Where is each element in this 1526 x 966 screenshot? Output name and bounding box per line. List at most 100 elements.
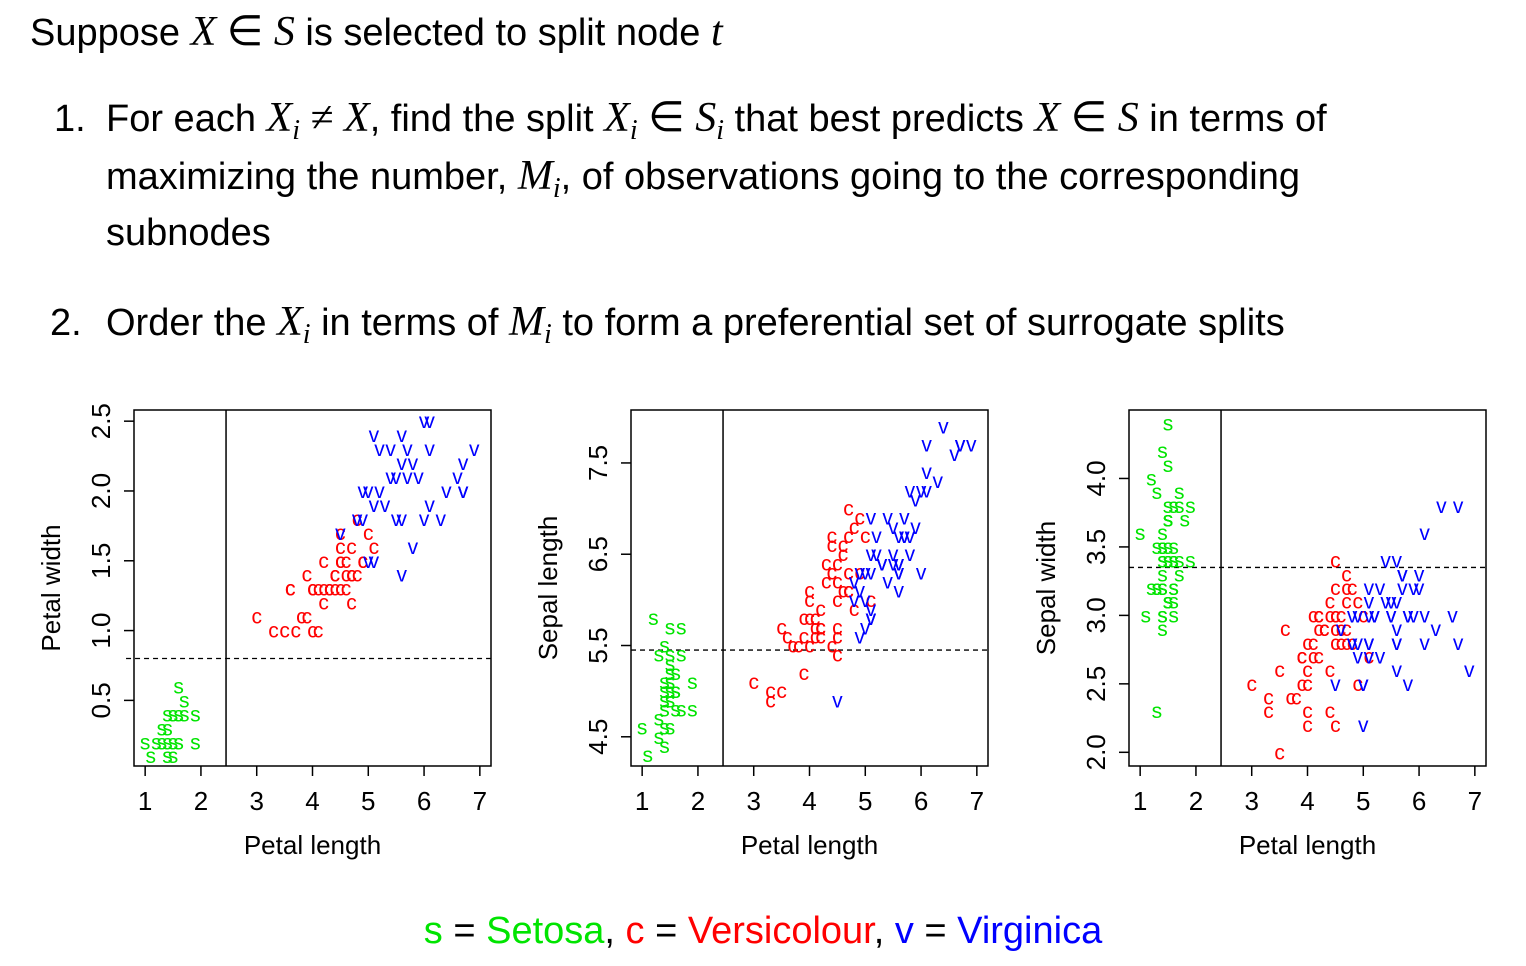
data-point-v: v (402, 438, 413, 461)
y-tick-label: 4.5 (583, 719, 613, 755)
legend-sep-1: , (604, 910, 626, 952)
data-point-s: s (1168, 550, 1179, 573)
data-point-s: s (173, 675, 184, 698)
data-point-v: v (1347, 604, 1358, 627)
data-point-c: c (838, 580, 849, 603)
data-point-c: c (1302, 659, 1313, 682)
data-point-v: v (1364, 645, 1375, 668)
data-point-v: v (894, 552, 905, 575)
x-axis-label: Petal length (244, 830, 381, 860)
data-point-s: s (179, 689, 190, 712)
data-point-v: v (866, 561, 877, 584)
data-point-c: c (279, 620, 290, 643)
y-tick-label: 6.5 (583, 536, 613, 572)
x-tick-label: 1 (635, 786, 649, 816)
data-point-c: c (307, 620, 318, 643)
data-point-v: v (1386, 604, 1397, 627)
data-point-v: v (866, 598, 877, 621)
data-point-c: c (1330, 550, 1341, 573)
data-point-c: c (1280, 618, 1291, 641)
data-point-v: v (1397, 563, 1408, 586)
data-point-c: c (330, 564, 341, 587)
data-point-v: v (424, 410, 435, 433)
data-point-s: s (665, 616, 676, 639)
data-point-c: c (1302, 632, 1313, 655)
scatter-plot-2: 1 2 3 4 5 6 7 4.5 5.5 6.5 7.5 Petal length Sepal len… (533, 409, 989, 860)
data-point-v: v (424, 438, 435, 461)
data-point-c: c (804, 580, 815, 603)
data-point-v: v (905, 543, 916, 566)
x-tick-label: 3 (746, 786, 760, 816)
data-point-s: s (1146, 577, 1157, 600)
legend: s = Setosa, c = Versicolour, v = Virgini… (0, 910, 1526, 953)
data-point-c: c (307, 578, 318, 601)
legend-virginica-code: v (894, 910, 914, 952)
data-point-s: s (162, 703, 173, 726)
data-point-c: c (357, 550, 368, 573)
data-point-v: v (369, 550, 380, 573)
x-tick-label: 5 (361, 786, 375, 816)
data-point-s: s (1163, 550, 1174, 573)
data-point-v: v (910, 516, 921, 539)
y-tick-label: 3.5 (1081, 529, 1111, 565)
data-point-v: v (397, 424, 408, 447)
data-point-v: v (877, 552, 888, 575)
data-point-s: s (1135, 522, 1146, 545)
data-point-v: v (1408, 604, 1419, 627)
data-point-v: v (1392, 632, 1403, 655)
data-point-s: s (1163, 550, 1174, 573)
data-point-c: c (1336, 618, 1347, 641)
data-point-v: v (363, 480, 374, 503)
data-point-c: c (1308, 645, 1319, 668)
data-point-c: c (838, 543, 849, 566)
data-point-s: s (173, 731, 184, 754)
data-point-c: c (793, 635, 804, 658)
data-point-s: s (659, 698, 670, 721)
data-point-c: c (1341, 577, 1352, 600)
data-point-c: c (815, 616, 826, 639)
x-tick-label: 1 (1133, 786, 1147, 816)
data-point-c: c (843, 580, 854, 603)
data-point-v: v (921, 479, 932, 502)
scatter-plot-3: 1 2 3 4 5 6 7 2.0 2.5 3.0 3.5 4.0 Petal length Sepal … (1031, 409, 1487, 860)
data-point-v: v (1453, 495, 1464, 518)
data-point-v: v (832, 689, 843, 712)
data-point-c: c (285, 578, 296, 601)
data-point-c: c (843, 525, 854, 548)
data-point-c: c (799, 607, 810, 630)
legend-eq-1: = (442, 910, 487, 952)
data-point-v: v (1330, 673, 1341, 696)
data-point-c: c (335, 536, 346, 559)
data-point-c: c (788, 635, 799, 658)
intro-text-b: is selected to split node (294, 12, 711, 54)
data-point-s: s (670, 698, 681, 721)
data-point-c: c (1341, 632, 1352, 655)
data-point-c: c (1325, 604, 1336, 627)
data-point-c: c (251, 606, 262, 629)
y-axis-label: Sepal length (533, 516, 563, 661)
data-point-s: s (145, 745, 156, 768)
intro-line: Suppose X ∈ S is selected to split node … (30, 9, 723, 55)
data-point-c: c (324, 578, 335, 601)
data-point-v: v (380, 494, 391, 517)
data-point-v: v (1364, 632, 1375, 655)
data-point-v: v (374, 438, 385, 461)
data-point-v: v (452, 466, 463, 489)
data-point-v: v (866, 543, 877, 566)
x-tick-label: 2 (691, 786, 705, 816)
data-point-v: v (905, 525, 916, 548)
x-tick-label: 7 (970, 786, 984, 816)
data-point-c: c (318, 550, 329, 573)
legend-sep-2: , (873, 910, 895, 952)
data-point-s: s (190, 703, 201, 726)
legend-versicolour-code: c (625, 910, 645, 952)
data-point-s: s (665, 680, 676, 703)
data-point-c: c (1330, 714, 1341, 737)
data-point-v: v (1352, 632, 1363, 655)
data-point-v: v (1447, 604, 1458, 627)
data-point-s: s (659, 635, 670, 658)
data-point-v: v (888, 543, 899, 566)
data-point-s: s (1157, 536, 1168, 559)
data-point-v: v (1364, 591, 1375, 614)
data-point-c: c (832, 552, 843, 575)
